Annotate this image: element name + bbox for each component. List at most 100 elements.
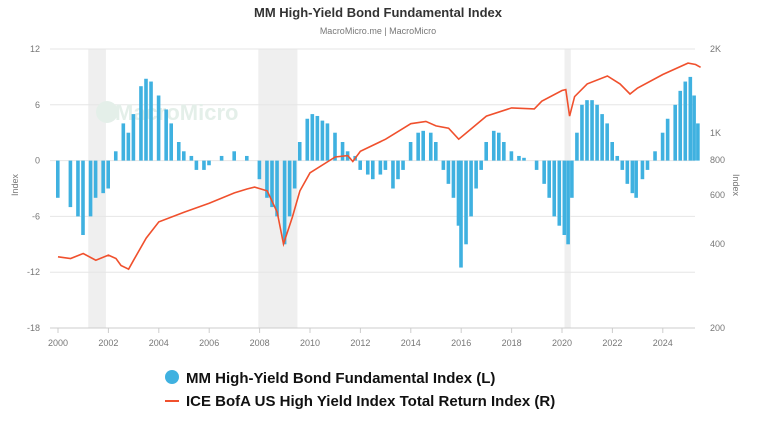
bar xyxy=(570,160,574,198)
bar xyxy=(207,160,211,166)
bar xyxy=(305,118,310,161)
bar xyxy=(106,160,110,189)
bar xyxy=(688,76,693,161)
legend-item-ice-bofa[interactable]: ICE BofA US High Yield Index Total Retur… xyxy=(186,393,555,410)
bar xyxy=(358,160,362,170)
bar xyxy=(683,81,688,161)
bar xyxy=(634,160,638,198)
chart-subtitle: MacroMicro.me | MacroMicro xyxy=(320,26,436,36)
bar xyxy=(547,160,551,198)
bar xyxy=(600,114,604,161)
right-tick-label: 200 xyxy=(710,323,725,333)
left-tick-label: -18 xyxy=(27,323,40,333)
bar xyxy=(590,100,594,161)
bar xyxy=(562,160,567,235)
bar xyxy=(696,123,700,161)
bar xyxy=(292,160,297,189)
x-tick-label: 2022 xyxy=(602,338,622,348)
bar xyxy=(625,160,630,184)
bar xyxy=(416,132,420,161)
bar xyxy=(182,151,186,161)
bar xyxy=(660,132,665,161)
bar xyxy=(522,157,526,161)
left-axis-label: Index xyxy=(10,173,20,196)
bar xyxy=(484,142,488,161)
bar xyxy=(640,160,645,180)
bar xyxy=(610,142,614,161)
bar xyxy=(169,123,173,161)
bar xyxy=(434,142,438,161)
bar xyxy=(310,114,315,161)
bar xyxy=(275,160,279,217)
bar xyxy=(678,90,683,161)
x-tick-label: 2004 xyxy=(149,338,169,348)
bar xyxy=(245,155,249,161)
left-tick-label: 6 xyxy=(35,100,40,110)
bar xyxy=(144,78,148,161)
bar xyxy=(396,160,400,180)
watermark-logo: MacroMicro xyxy=(115,100,238,125)
bar xyxy=(585,100,589,161)
bar xyxy=(232,151,236,161)
x-tick-label: 2012 xyxy=(350,338,370,348)
bar xyxy=(464,160,468,245)
legend[interactable]: MM High-Yield Bond Fundamental Index (L)… xyxy=(165,370,555,410)
left-tick-label: 0 xyxy=(35,156,40,166)
bar xyxy=(552,160,557,217)
bar xyxy=(517,155,521,161)
bar xyxy=(139,86,143,161)
bar xyxy=(391,160,395,189)
line-series xyxy=(57,62,701,271)
bar xyxy=(542,160,546,184)
bar xyxy=(692,95,696,161)
bar xyxy=(76,160,80,217)
bar xyxy=(605,123,609,161)
bar xyxy=(282,160,287,245)
bar xyxy=(315,115,320,161)
x-axis: 2000 2002 2004 2006 2008 2010 2012 2014 2016 2018… xyxy=(48,327,695,348)
bar xyxy=(56,160,60,198)
bar xyxy=(126,132,131,161)
x-tick-label: 2000 xyxy=(48,338,68,348)
bar xyxy=(287,160,292,217)
left-axis: 12 6 0 -6 -12 -18 xyxy=(27,44,40,333)
x-tick-label: 2020 xyxy=(552,338,572,348)
right-axis-label: Index xyxy=(731,174,741,197)
bar xyxy=(325,123,330,161)
bar xyxy=(459,160,463,268)
bar xyxy=(340,142,345,161)
left-tick-label: 12 xyxy=(30,44,40,54)
left-tick-label: -6 xyxy=(32,211,40,221)
bar xyxy=(149,81,153,161)
bar xyxy=(401,160,405,170)
bar xyxy=(121,123,126,161)
bar xyxy=(101,160,105,194)
right-tick-label: 800 xyxy=(710,155,725,165)
bar xyxy=(383,160,388,170)
bar xyxy=(615,155,620,161)
bar xyxy=(93,160,98,198)
x-tick-label: 2016 xyxy=(451,338,471,348)
legend-item-fundamental[interactable]: MM High-Yield Bond Fundamental Index (L) xyxy=(186,370,495,387)
bar xyxy=(630,160,635,194)
bar xyxy=(497,132,501,161)
bar xyxy=(645,160,650,170)
bar xyxy=(194,160,199,170)
bar xyxy=(270,160,274,208)
bar xyxy=(265,160,269,198)
x-tick-label: 2010 xyxy=(300,338,320,348)
chart-title: MM High-Yield Bond Fundamental Index xyxy=(254,5,503,20)
bar xyxy=(131,114,136,161)
bar xyxy=(446,160,451,184)
x-tick-label: 2014 xyxy=(401,338,421,348)
bar xyxy=(474,160,478,189)
bar xyxy=(595,104,599,161)
left-tick-label: -12 xyxy=(27,267,40,277)
bar xyxy=(620,160,625,170)
bar xyxy=(566,160,570,245)
bar xyxy=(502,142,506,161)
bar xyxy=(81,160,85,235)
bar xyxy=(456,160,461,226)
bar xyxy=(509,151,514,161)
